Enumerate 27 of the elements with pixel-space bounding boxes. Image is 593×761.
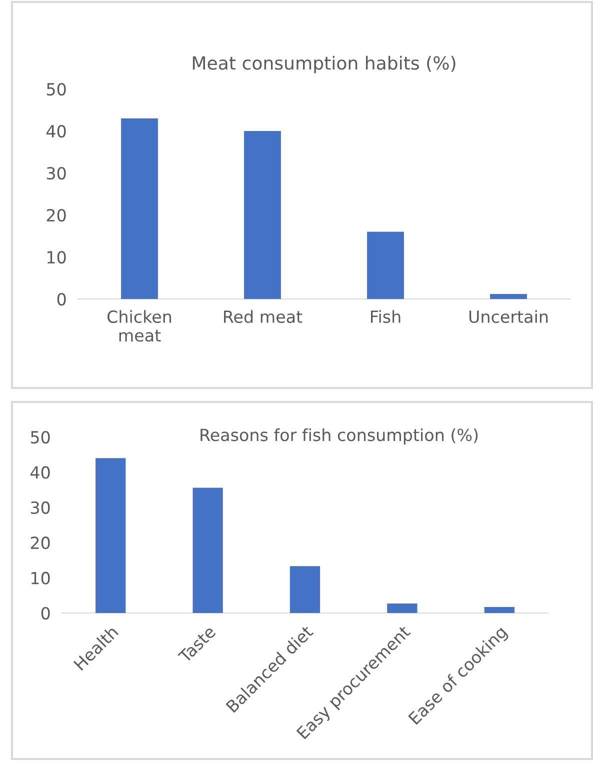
y-tick-label: 10 xyxy=(48,250,66,264)
y-tick-label: 40 xyxy=(30,466,50,479)
bar xyxy=(121,118,158,299)
y-tick-label: 0 xyxy=(57,292,66,306)
x-tick-label: Red meat xyxy=(224,310,302,324)
bar xyxy=(244,131,281,299)
bar xyxy=(387,603,418,613)
y-tick-label: 40 xyxy=(46,124,66,138)
x-tick-label: Uncertain xyxy=(469,310,548,324)
bar xyxy=(367,232,404,299)
chart-title: Meat consumption habits (%) xyxy=(192,56,456,74)
bar xyxy=(192,488,223,613)
bar xyxy=(484,607,514,613)
x-tick-label: Chicken meat xyxy=(108,310,172,342)
y-tick-label: 30 xyxy=(46,166,66,180)
y-tick-label: 50 xyxy=(30,430,50,444)
y-tick-label: 20 xyxy=(46,208,66,222)
bar xyxy=(96,458,126,613)
y-tick-label: 50 xyxy=(46,82,66,96)
y-tick-label: 30 xyxy=(30,501,50,514)
y-tick-label: 10 xyxy=(32,572,50,584)
y-tick-label: 0 xyxy=(41,606,50,620)
chart-title: Reasons for fish consumption (%) xyxy=(200,428,478,444)
bar xyxy=(290,566,320,613)
bar xyxy=(490,294,527,299)
y-tick-label: 20 xyxy=(30,536,50,550)
x-tick-label: Fish xyxy=(371,310,400,324)
